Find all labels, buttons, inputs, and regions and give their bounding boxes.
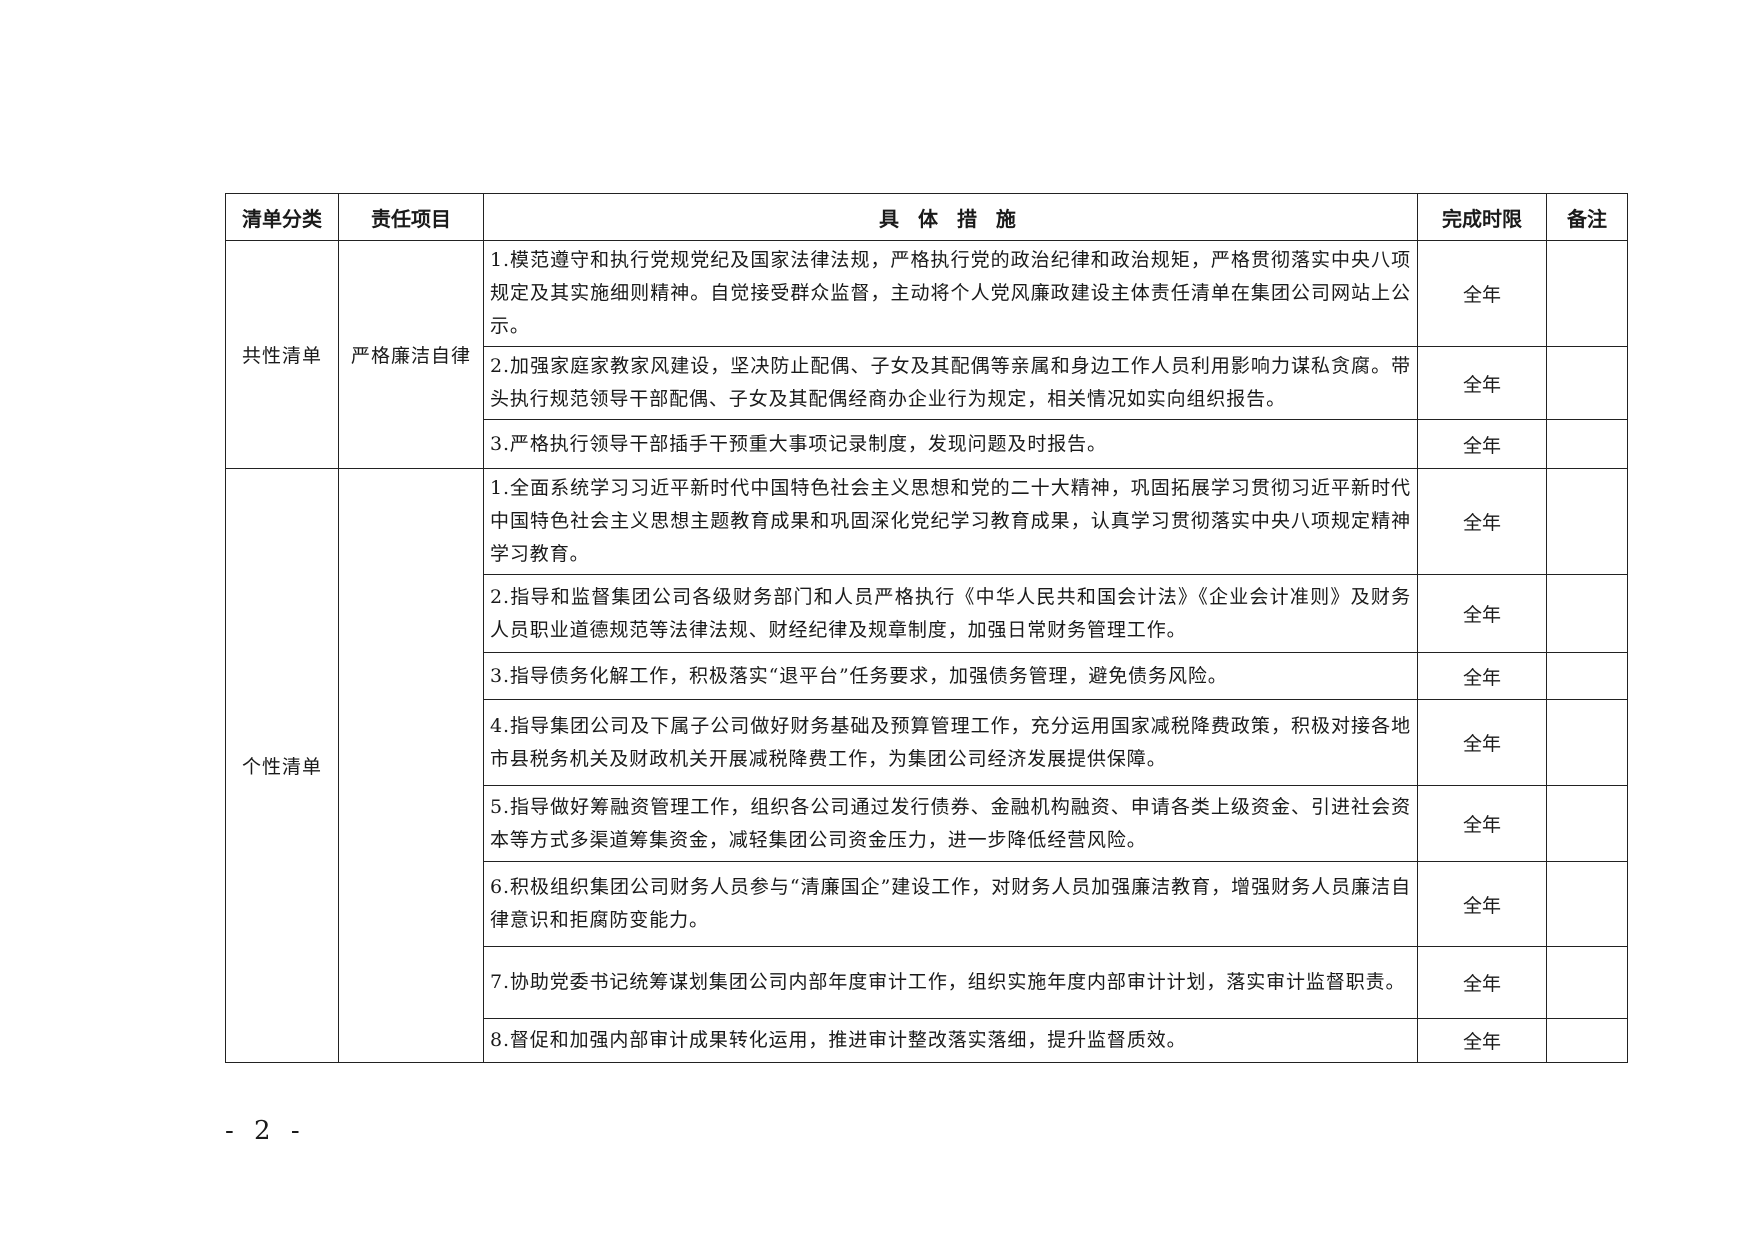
measure-cell: 5.指导做好筹融资管理工作，组织各公司通过发行债券、金融机构融资、申请各类上级资…: [483, 785, 1418, 862]
table-row: 8.督促和加强内部审计成果转化运用，推进审计整改落实落细，提升监督质效。 全年: [226, 1018, 1628, 1063]
measure-cell: 6.积极组织集团公司财务人员参与“清廉国企”建设工作，对财务人员加强廉洁教育，增…: [483, 861, 1418, 947]
note-cell: [1546, 574, 1628, 653]
table-header-row: 清单分类 责任项目 具 体 措 施 完成时限 备注: [225, 193, 1628, 241]
note-cell: [1546, 861, 1628, 947]
measure-cell: 3.指导债务化解工作，积极落实“退平台”任务要求，加强债务管理，避免债务风险。: [483, 652, 1418, 700]
note-cell: [1546, 785, 1628, 862]
measure-cell: 7.协助党委书记统筹谋划集团公司内部年度审计工作，组织实施年度内部审计计划，落实…: [483, 946, 1418, 1019]
header-item: 责任项目: [338, 193, 484, 241]
deadline-cell: 全年: [1417, 699, 1547, 786]
measure-cell: 2.指导和监督集团公司各级财务部门和人员严格执行《中华人民共和国会计法》《企业会…: [483, 574, 1418, 653]
deadline-cell: 全年: [1417, 785, 1547, 862]
page-number: - 2 -: [225, 1116, 306, 1146]
header-note: 备注: [1546, 193, 1628, 241]
measure-cell: 3.严格执行领导干部插手干预重大事项记录制度，发现问题及时报告。: [483, 419, 1418, 469]
deadline-cell: 全年: [1417, 468, 1547, 575]
category-cell: 个性清单: [225, 468, 339, 1063]
note-cell: [1546, 346, 1628, 420]
table-row: 3.指导债务化解工作，积极落实“退平台”任务要求，加强债务管理，避免债务风险。全…: [226, 652, 1628, 700]
item-cell: [338, 468, 484, 1063]
category-cell: 共性清单: [225, 240, 339, 469]
note-cell: [1546, 419, 1628, 469]
note-cell: [1546, 946, 1628, 1019]
measure-cell: 4.指导集团公司及下属子公司做好财务基础及预算管理工作，充分运用国家减税降费政策…: [483, 699, 1418, 786]
deadline-cell: 全年: [1417, 346, 1547, 420]
header-deadline: 完成时限: [1417, 193, 1547, 241]
header-category: 清单分类: [225, 193, 339, 241]
deadline-cell: 全年: [1417, 1018, 1547, 1063]
note-cell: [1546, 652, 1628, 700]
table-row: 个性清单 1.全面系统学习习近平新时代中国特色社会主义思想和党的二十大精神，巩固拓…: [225, 468, 1628, 1063]
table-row: 3.严格执行领导干部插手干预重大事项记录制度，发现问题及时报告。 全年: [226, 419, 1628, 469]
measure-cell: 1.全面系统学习习近平新时代中国特色社会主义思想和党的二十大精神，巩固拓展学习贯…: [483, 468, 1418, 575]
measure-cell: 1.模范遵守和执行党规党纪及国家法律法规，严格执行党的政治纪律和政治规矩，严格贯…: [483, 240, 1418, 347]
table-row: 共性清单 严格廉洁自律 1.模范遵守和执行党规党纪及国家法律法规，严格执行党的政治纪…: [225, 240, 1628, 469]
table-row: 2.指导和监督集团公司各级财务部门和人员严格执行《中华人民共和国会计法》《企业会…: [226, 574, 1628, 653]
deadline-cell: 全年: [1417, 240, 1547, 347]
responsibility-list-table: 清单分类 责任项目 具 体 措 施 完成时限 备注 共性清单 严格廉洁自律 1.模范…: [225, 193, 1628, 1063]
table-row: 2.加强家庭家教家风建设，坚决防止配偶、子女及其配偶等亲属和身边工作人员利用影响…: [226, 346, 1628, 420]
table-row: 5.指导做好筹融资管理工作，组织各公司通过发行债券、金融机构融资、申请各类上级资…: [226, 785, 1628, 862]
item-cell: 严格廉洁自律: [338, 240, 484, 469]
note-cell: [1546, 468, 1628, 575]
table-row: 4.指导集团公司及下属子公司做好财务基础及预算管理工作，充分运用国家减税降费政策…: [226, 699, 1628, 786]
note-cell: [1546, 1018, 1628, 1063]
deadline-cell: 全年: [1417, 652, 1547, 700]
note-cell: [1546, 240, 1628, 347]
note-cell: [1546, 699, 1628, 786]
deadline-cell: 全年: [1417, 574, 1547, 653]
measure-cell: 2.加强家庭家教家风建设，坚决防止配偶、子女及其配偶等亲属和身边工作人员利用影响…: [483, 346, 1418, 420]
deadline-cell: 全年: [1417, 861, 1547, 947]
measure-cell: 8.督促和加强内部审计成果转化运用，推进审计整改落实落细，提升监督质效。: [483, 1018, 1418, 1063]
deadline-cell: 全年: [1417, 419, 1547, 469]
deadline-cell: 全年: [1417, 946, 1547, 1019]
header-measures: 具 体 措 施: [483, 193, 1418, 241]
